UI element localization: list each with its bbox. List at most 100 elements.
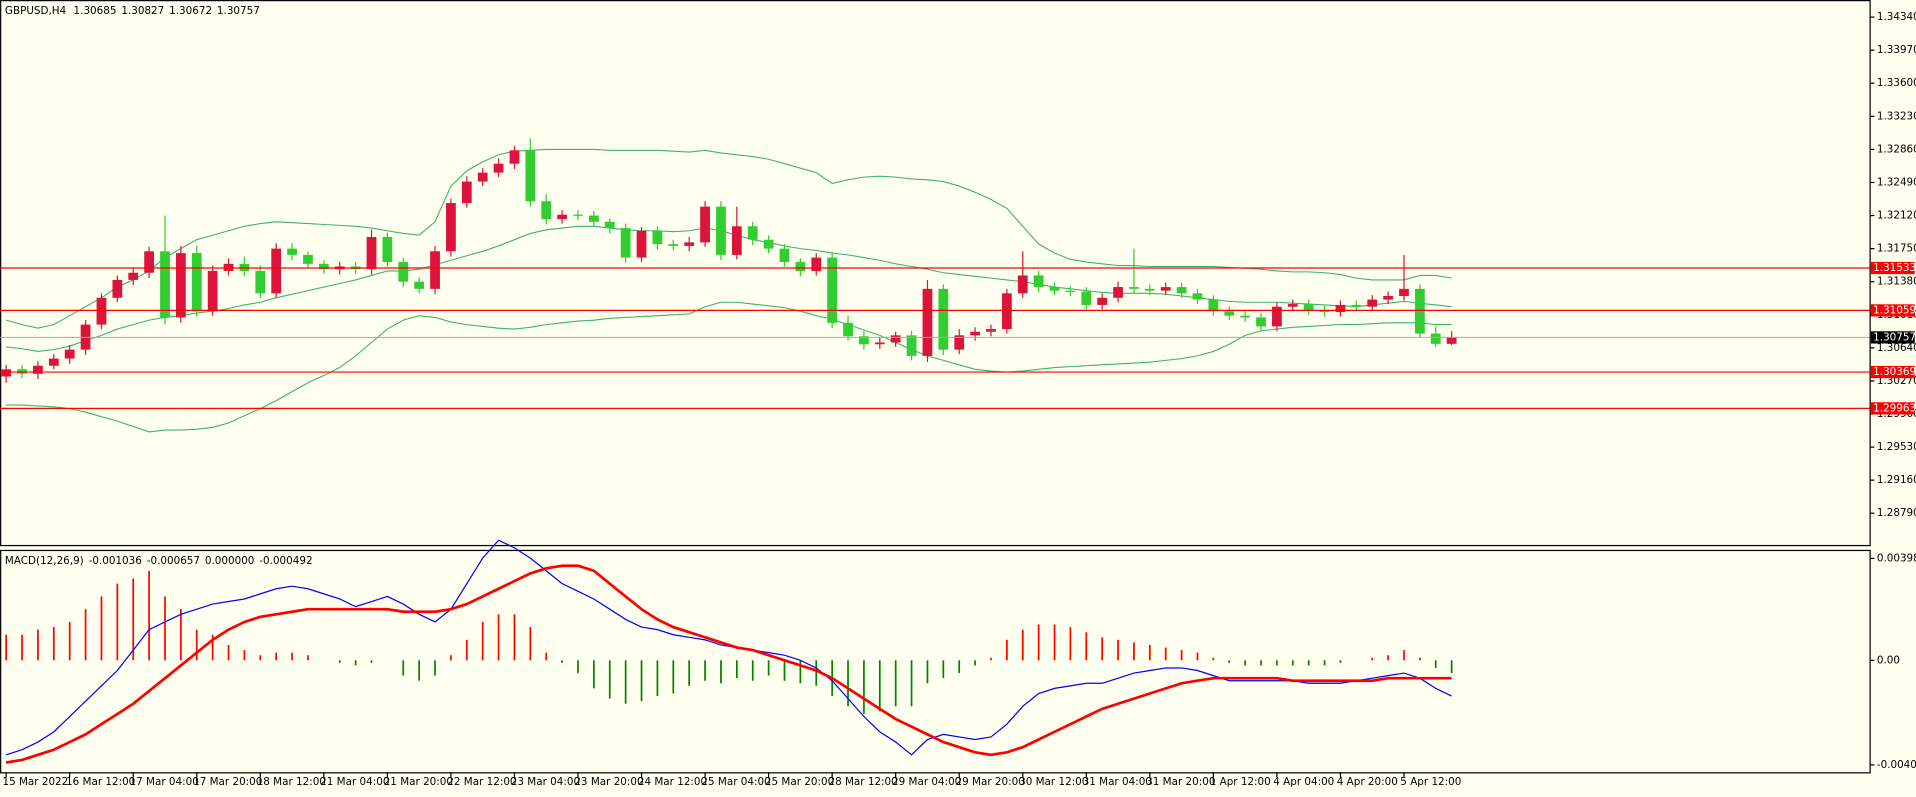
candle-body	[1240, 315, 1251, 318]
x-tick-label: 4 Apr 04:00	[1273, 776, 1334, 788]
level-label-box	[1870, 304, 1915, 317]
candle-body	[1129, 287, 1139, 289]
candle-body	[96, 297, 107, 325]
y-tick-label: 1.31750	[1877, 243, 1916, 255]
x-tick-label: 25 Mar 04:00	[701, 776, 770, 788]
candle-body	[1160, 287, 1171, 291]
candle-body	[1144, 288, 1155, 291]
candle-body	[1192, 293, 1203, 300]
candle-body	[1113, 287, 1123, 298]
candle-body	[747, 226, 758, 240]
y-tick-label: 1.33600	[1877, 77, 1916, 89]
candle-body	[795, 262, 806, 271]
candle-body	[128, 272, 139, 280]
x-tick-label: 28 Mar 12:00	[828, 776, 897, 788]
x-tick-label: 4 Apr 20:00	[1337, 776, 1398, 788]
y-tick-label: 1.28790	[1877, 507, 1916, 519]
candle-body	[430, 251, 440, 289]
candle-body	[303, 254, 313, 264]
candle-body	[1224, 311, 1235, 316]
x-tick-label: 22 Mar 12:00	[447, 776, 516, 788]
indicator-readout: -0.000657	[147, 555, 200, 567]
y-tick-label: 1.32860	[1877, 143, 1916, 155]
candle-body	[763, 239, 774, 249]
candle-body	[1383, 296, 1393, 300]
last-price-label: 1.30757	[1873, 331, 1916, 343]
indicator-readout: -0.000492	[259, 555, 312, 567]
x-tick-label: 23 Mar 04:00	[511, 776, 580, 788]
candle-body	[271, 248, 282, 294]
band-line	[6, 148, 1452, 329]
indicator-readout: 0.000000	[205, 555, 255, 567]
candle-body	[859, 336, 869, 345]
candle-body	[1, 369, 12, 377]
candle-body	[64, 349, 75, 359]
candle-body	[1256, 317, 1266, 327]
candle-body	[779, 248, 790, 263]
candle-body	[239, 263, 250, 271]
x-tick-label: 31 Mar 20:00	[1146, 776, 1215, 788]
candle-body	[382, 237, 393, 263]
candle-body	[620, 228, 631, 258]
y-tick-label: 1.33230	[1877, 110, 1916, 122]
indicator-header: MACD(12,26,9) -0.001036 -0.000657 0.000000-…	[5, 555, 313, 567]
candle-body	[525, 150, 536, 202]
x-tick-label: 21 Mar 20:00	[384, 776, 453, 788]
candle-body	[461, 181, 472, 204]
x-tick-label: 1 Apr 12:00	[1210, 776, 1271, 788]
candle-body	[223, 263, 234, 271]
candle-body	[668, 244, 679, 246]
candle-body	[1049, 287, 1060, 291]
candle-body	[255, 270, 266, 294]
x-tick-label: 17 Mar 04:00	[130, 776, 199, 788]
y-tick-label: -0.004094	[1877, 759, 1916, 771]
candle-body	[112, 279, 123, 298]
y-tick-label: 0.00	[1877, 654, 1900, 666]
candle-body	[1414, 288, 1425, 334]
y-tick-label: 1.32120	[1877, 210, 1916, 222]
y-tick-label: 1.29530	[1877, 441, 1916, 453]
x-tick-label: 30 Mar 12:00	[1019, 776, 1088, 788]
candle-body	[938, 288, 949, 350]
price-panel-frame	[0, 0, 1871, 547]
candle-body	[827, 257, 838, 323]
band-line	[6, 301, 1452, 433]
candle-body	[922, 288, 933, 356]
candle-body	[175, 253, 186, 318]
candle-body	[287, 248, 297, 255]
x-tick-label: 15 Mar 2022	[2, 776, 68, 788]
y-tick-label: 0.003988	[1877, 552, 1916, 564]
candle-body	[414, 281, 425, 289]
candle-body	[890, 335, 901, 343]
candle-body	[557, 214, 567, 220]
ohlc-readout: 1.30685	[74, 5, 117, 17]
candle-body	[716, 206, 726, 255]
x-tick-label: 18 Mar 12:00	[257, 776, 326, 788]
candle-body	[1033, 275, 1044, 288]
candle-body	[191, 253, 202, 312]
candle-body	[954, 335, 965, 350]
y-tick-label: 1.30640	[1877, 342, 1916, 354]
level-label: 1.30369	[1873, 366, 1916, 378]
y-tick-label: 1.33970	[1877, 44, 1916, 56]
x-tick-label: 29 Mar 04:00	[892, 776, 961, 788]
macd-line	[5, 564, 1452, 764]
level-label: 1.31059	[1873, 304, 1916, 316]
level-label-box	[1870, 365, 1915, 379]
band-line	[6, 225, 1452, 352]
candle-body	[366, 237, 377, 270]
ohlc-readout: 1.30757	[217, 5, 260, 17]
y-tick-label: 1.31380	[1877, 276, 1916, 288]
candle-body	[207, 270, 218, 312]
candle-body	[1287, 304, 1298, 307]
candle-body	[1399, 288, 1409, 297]
x-tick-label: 23 Mar 20:00	[574, 776, 643, 788]
indicator-readout: -0.001036	[89, 555, 142, 567]
candle-body	[1097, 297, 1108, 305]
x-tick-label: 16 Mar 12:00	[66, 776, 135, 788]
y-tick-label: 1.30270	[1877, 375, 1916, 387]
candle-body	[1081, 291, 1092, 305]
candle-body	[318, 263, 329, 270]
